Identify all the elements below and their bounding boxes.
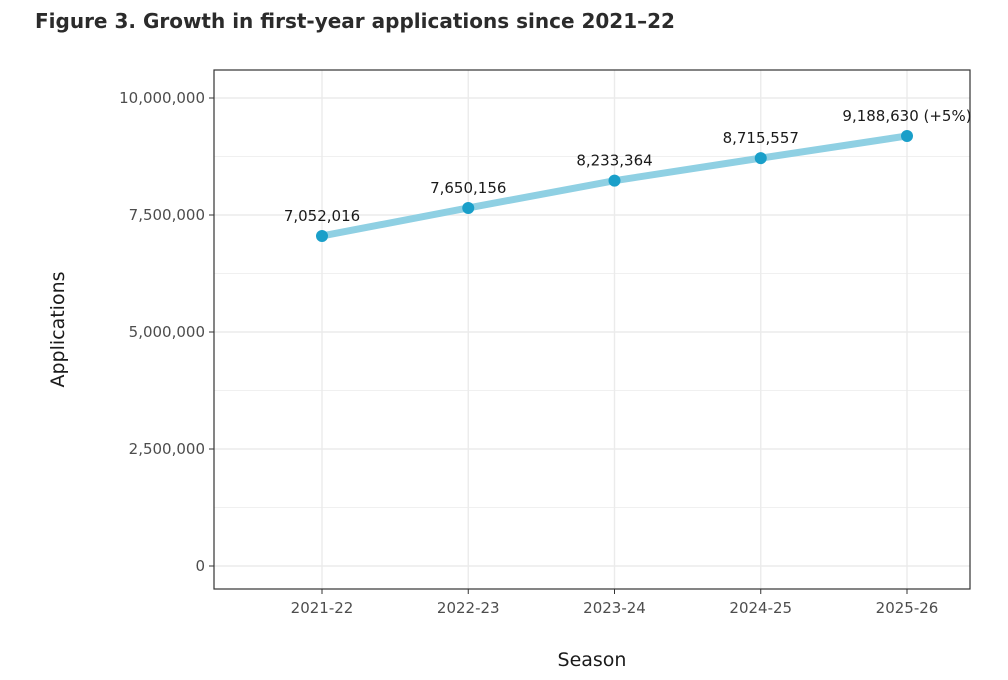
data-label: 7,650,156 <box>430 179 506 197</box>
y-tick-label: 10,000,000 <box>119 89 205 107</box>
figure-title: Figure 3. Growth in first-year applicati… <box>35 9 675 33</box>
x-tick-label: 2023-24 <box>583 599 646 617</box>
data-point <box>316 229 328 242</box>
y-tick-label: 0 <box>195 557 205 575</box>
y-tick-label: 5,000,000 <box>129 323 205 341</box>
data-point <box>462 201 475 214</box>
data-label: 9,188,630 (+5%) <box>842 107 971 125</box>
panel-background <box>214 70 970 589</box>
axes: 0 2,500,000 5,000,000 7,500,000 10,000,000 20… <box>119 89 938 617</box>
data-labels: 7,052,016 7,650,156 8,233,364 8,715,557 9,18… <box>284 107 972 225</box>
data-label: 8,715,557 <box>723 129 799 147</box>
series-applications <box>316 129 913 242</box>
data-point <box>608 174 621 187</box>
data-label: 7,052,016 <box>284 207 360 225</box>
x-axis-title: Season <box>558 649 627 671</box>
grid-lines <box>214 70 970 589</box>
data-point <box>754 152 767 165</box>
x-tick-label: 2022-23 <box>437 599 500 617</box>
y-axis-title: Applications <box>47 271 69 387</box>
y-tick-label: 2,500,000 <box>129 440 205 458</box>
x-tick-label: 2025-26 <box>876 599 939 617</box>
y-tick-label: 7,500,000 <box>129 206 205 224</box>
data-label: 8,233,364 <box>576 152 652 170</box>
x-tick-label: 2021-22 <box>291 599 354 617</box>
x-tick-label: 2024-25 <box>729 599 792 617</box>
data-point <box>901 129 913 142</box>
plot-panel <box>213 69 971 590</box>
